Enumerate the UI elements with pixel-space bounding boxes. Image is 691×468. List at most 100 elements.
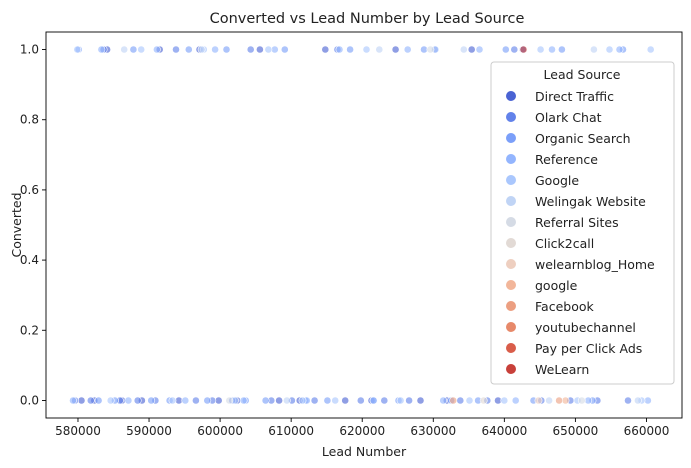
legend-label: Referral Sites <box>535 215 619 230</box>
data-point <box>534 396 543 405</box>
data-point <box>519 45 528 54</box>
plot-points <box>69 45 655 405</box>
data-point <box>181 396 190 405</box>
y-tick-label: 0.6 <box>20 183 39 197</box>
legend-label: Reference <box>535 152 598 167</box>
legend-marker <box>506 133 516 143</box>
data-point <box>97 45 106 54</box>
x-tick-label: 660000 <box>624 424 670 438</box>
data-point <box>129 45 138 54</box>
data-point <box>391 45 400 54</box>
x-tick-label: 650000 <box>553 424 599 438</box>
data-point <box>459 45 468 54</box>
legend-marker <box>506 196 516 206</box>
legend-marker <box>506 175 516 185</box>
data-point <box>605 45 614 54</box>
y-axis-label: Converted <box>9 192 24 257</box>
data-point <box>646 45 655 54</box>
legend-label: Direct Traffic <box>535 89 614 104</box>
legend-marker <box>506 280 516 290</box>
data-point <box>298 396 307 405</box>
legend-label: Organic Search <box>535 131 631 146</box>
legend-marker <box>506 301 516 311</box>
data-point <box>310 396 319 405</box>
x-tick-label: 630000 <box>410 424 456 438</box>
data-point <box>416 396 425 405</box>
y-tick-label: 0.2 <box>20 323 39 337</box>
legend-marker <box>506 238 516 248</box>
data-point <box>548 45 556 54</box>
data-point <box>558 45 566 54</box>
data-point <box>511 396 520 405</box>
legend-marker <box>506 217 516 227</box>
legend-marker <box>506 112 516 122</box>
data-point <box>275 396 283 405</box>
chart-title: Converted vs Lead Number by Lead Source <box>210 11 525 27</box>
legend-label: welearnblog_Home <box>535 257 655 272</box>
legend-label: Pay per Click Ads <box>535 341 642 356</box>
data-point <box>282 396 291 405</box>
data-point <box>321 45 330 54</box>
data-point <box>255 45 264 54</box>
data-point <box>449 396 458 405</box>
legend-title: Lead Source <box>544 67 621 82</box>
data-point <box>133 396 142 405</box>
data-point <box>211 45 219 54</box>
data-point <box>426 45 435 54</box>
data-point <box>168 396 177 405</box>
data-point <box>456 396 465 405</box>
legend-label: Olark Chat <box>535 110 602 125</box>
legend-label: WeLearn <box>535 362 589 377</box>
data-point <box>239 396 248 405</box>
data-point <box>184 45 193 54</box>
y-tick-label: 1.0 <box>20 43 39 57</box>
legend-box <box>490 61 675 385</box>
x-tick-label: 640000 <box>481 424 527 438</box>
data-point <box>346 45 354 54</box>
data-point <box>615 45 624 54</box>
data-point <box>467 45 476 54</box>
y-tick-label: 0.8 <box>20 113 39 127</box>
data-point <box>362 45 371 54</box>
x-axis-label: Lead Number <box>322 444 407 459</box>
x-axis: 580000 590000 600000 610000 620000 630000 6400… <box>55 418 669 438</box>
data-point <box>590 45 598 54</box>
data-point <box>380 396 389 405</box>
data-point <box>341 396 350 405</box>
data-point <box>479 396 488 405</box>
x-tick-label: 580000 <box>55 424 101 438</box>
data-point <box>94 396 103 405</box>
plot-frame <box>45 31 683 419</box>
data-point <box>323 396 332 405</box>
legend-marker <box>506 364 516 374</box>
data-point <box>536 45 545 54</box>
legend-marker <box>506 91 516 101</box>
data-point <box>634 396 642 405</box>
data-point <box>261 396 270 405</box>
data-point <box>152 45 161 54</box>
data-point <box>124 396 133 405</box>
legend-marker <box>506 259 516 269</box>
data-point <box>501 45 510 54</box>
data-point <box>222 45 231 54</box>
data-point <box>203 396 212 405</box>
data-point <box>246 45 255 54</box>
x-tick-label: 610000 <box>268 424 314 438</box>
data-point <box>137 45 146 54</box>
y-tick-label: 0.4 <box>20 253 39 267</box>
legend: Lead Source Direct Traffic Olark Chat Orga… <box>490 61 675 385</box>
data-point <box>545 396 553 405</box>
data-point <box>555 396 563 405</box>
data-point <box>405 396 413 405</box>
data-point <box>106 396 115 405</box>
data-point <box>73 45 82 54</box>
legend-marker <box>506 343 516 353</box>
legend-marker <box>506 322 516 332</box>
data-point <box>197 45 206 54</box>
data-point <box>172 45 180 54</box>
data-point <box>369 396 378 405</box>
data-point <box>465 396 474 405</box>
legend-marker <box>506 154 516 164</box>
legend-items: Direct Traffic Olark Chat Organic Search Re… <box>506 89 655 377</box>
data-point <box>356 396 365 405</box>
